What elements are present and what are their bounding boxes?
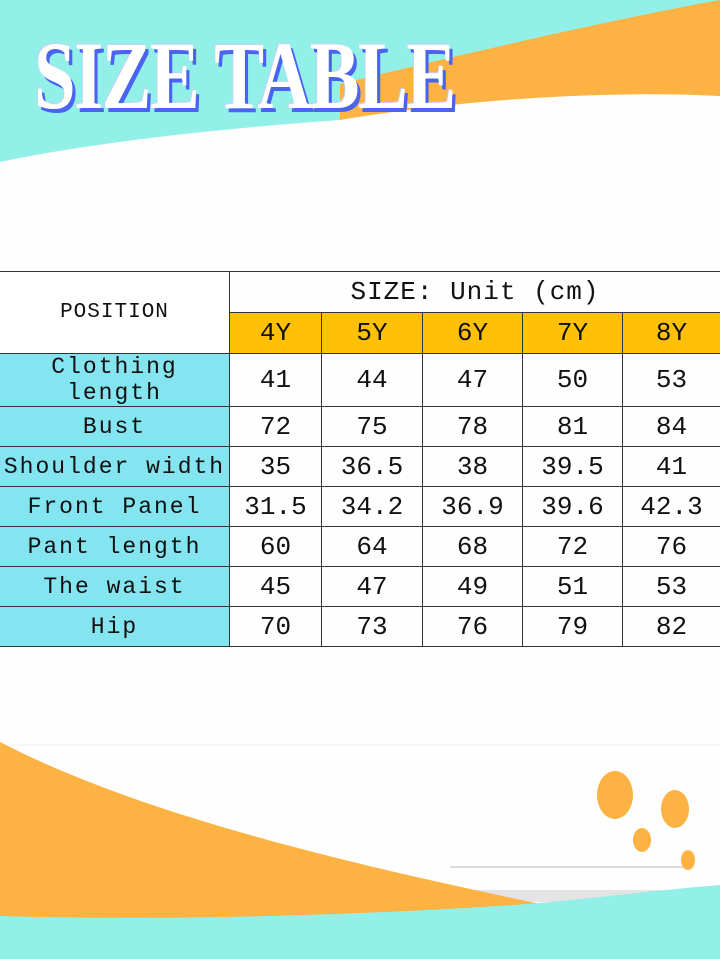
row-label: Front Panel (0, 486, 230, 527)
measurement-cell: 47 (422, 353, 523, 407)
size-row: 4Y 5Y 6Y 7Y 8Y (0, 312, 720, 354)
row-label: Shoulder width (0, 446, 230, 487)
circle-decoration (597, 771, 633, 819)
measurement-cell: 47 (321, 566, 423, 607)
measurement-cell: 31.5 (229, 486, 322, 527)
table-row: Pant length 60 64 68 72 76 (0, 526, 720, 567)
measurement-cell: 73 (321, 606, 423, 647)
measurement-cell: 75 (321, 406, 423, 447)
size-7y: 7Y (522, 312, 623, 354)
measurement-cell: 41 (229, 353, 322, 407)
measurement-cell: 53 (622, 566, 720, 607)
page-title: SIZE TABLE (34, 22, 456, 129)
circle-decoration (681, 850, 695, 870)
table-header-row: POSITION SIZE: Unit (cm) (0, 271, 720, 354)
measurement-cell: 35 (229, 446, 322, 487)
measurement-cell: 45 (229, 566, 322, 607)
measurement-cell: 39.5 (522, 446, 623, 487)
measurement-cell: 36.9 (422, 486, 523, 527)
measurement-cell: 68 (422, 526, 523, 567)
size-5y: 5Y (321, 312, 423, 354)
top-orange-shape (340, 0, 720, 120)
row-label: Bust (0, 406, 230, 447)
row-label: Pant length (0, 526, 230, 567)
size-4y: 4Y (229, 312, 322, 354)
table-row: Shoulder width 35 36.5 38 39.5 41 (0, 446, 720, 487)
table-row: Front Panel 31.5 34.2 36.9 39.6 42.3 (0, 486, 720, 527)
size-8y: 8Y (622, 312, 720, 354)
measurement-cell: 64 (321, 526, 423, 567)
row-label: Clothing length (0, 353, 230, 407)
bottom-teal-shape (0, 885, 720, 959)
table-row: Bust 72 75 78 81 84 (0, 406, 720, 447)
measurement-cell: 36.5 (321, 446, 423, 487)
size-6y: 6Y (422, 312, 523, 354)
position-header: POSITION (0, 271, 230, 354)
size-table: POSITION SIZE: Unit (cm) 4Y 5Y 6Y 7Y 8Y … (0, 271, 720, 647)
measurement-cell: 34.2 (321, 486, 423, 527)
measurement-cell: 53 (622, 353, 720, 407)
table-row: The waist 45 47 49 51 53 (0, 566, 720, 607)
measurement-cell: 39.6 (522, 486, 623, 527)
measurement-cell: 42.3 (622, 486, 720, 527)
measurement-cell: 70 (229, 606, 322, 647)
measurement-cell: 49 (422, 566, 523, 607)
measurement-cell: 72 (229, 406, 322, 447)
row-label: The waist (0, 566, 230, 607)
measurement-cell: 79 (522, 606, 623, 647)
measurement-cell: 38 (422, 446, 523, 487)
measurement-cell: 81 (522, 406, 623, 447)
measurement-cell: 72 (522, 526, 623, 567)
measurement-cell: 78 (422, 406, 523, 447)
measurement-cell: 76 (622, 526, 720, 567)
measurement-cell: 60 (229, 526, 322, 567)
measurement-cell: 76 (422, 606, 523, 647)
size-unit-header: SIZE: Unit (cm) (229, 271, 720, 313)
table-row: Clothing length 41 44 47 50 53 (0, 353, 720, 407)
bottom-orange-shape (0, 742, 540, 920)
measurement-cell: 44 (321, 353, 423, 407)
measurement-cell: 84 (622, 406, 720, 447)
measurement-cell: 82 (622, 606, 720, 647)
row-label: Hip (0, 606, 230, 647)
circle-decoration (633, 828, 651, 852)
measurement-cell: 50 (522, 353, 623, 407)
table-row: Hip 70 73 76 79 82 (0, 606, 720, 647)
measurement-cell: 51 (522, 566, 623, 607)
measurement-cell: 41 (622, 446, 720, 487)
circle-decoration (661, 790, 689, 828)
